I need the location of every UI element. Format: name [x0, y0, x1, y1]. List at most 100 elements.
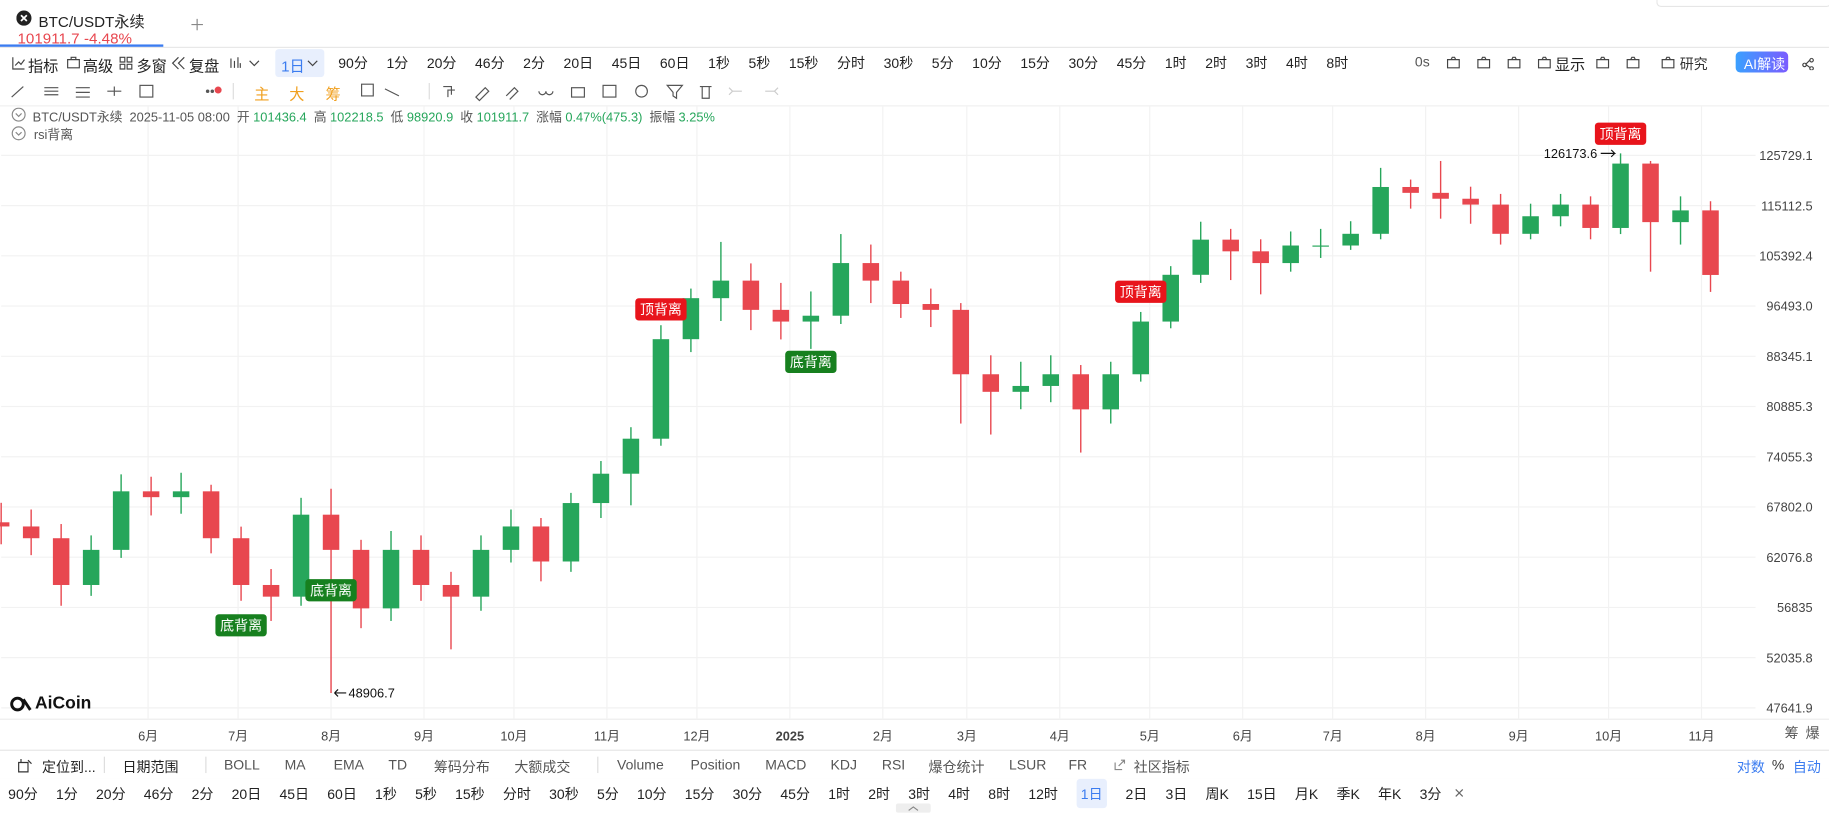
interval-button[interactable]: 1日 — [1076, 778, 1108, 808]
interval-button[interactable]: 15秒 — [788, 54, 819, 72]
interval-button[interactable]: 20分 — [426, 54, 457, 72]
interval-button[interactable]: 8时 — [988, 785, 1011, 802]
scale-button[interactable]: 对数 — [1736, 759, 1765, 776]
toolbar-icon[interactable] — [1446, 56, 1460, 70]
collapse-handle[interactable] — [895, 803, 931, 813]
indicator-button[interactable]: KDJ — [830, 756, 857, 774]
interval-button[interactable]: 5分 — [596, 785, 619, 802]
indicator-button[interactable]: 爆仓统计 — [928, 759, 985, 776]
interval-button[interactable]: 1分 — [55, 785, 78, 802]
toolbar-icon[interactable] — [1537, 56, 1551, 70]
interval-button[interactable]: 45分 — [1116, 54, 1147, 72]
symbol-tab[interactable]: BTC/USDT永续 101911.7 -4.48% — [0, 0, 164, 47]
interval-button[interactable]: 5秒 — [748, 54, 771, 72]
interval-button[interactable]: 1时 — [1164, 54, 1187, 72]
toolbar-button[interactable]: 指标 — [27, 57, 59, 75]
interval-button[interactable]: 月K — [1294, 785, 1319, 802]
ai-label[interactable]: AI解读 — [1743, 56, 1786, 73]
interval-button[interactable]: 12时 — [1028, 785, 1058, 802]
toolbar-icon[interactable] — [306, 56, 320, 70]
interval-button[interactable]: 45分 — [780, 785, 810, 802]
research-button[interactable]: 研究 — [1679, 56, 1708, 73]
interval-button[interactable]: 1秒 — [375, 785, 397, 802]
interval-button[interactable]: 20分 — [95, 785, 126, 802]
interval-button[interactable]: 15分 — [1020, 54, 1050, 72]
toolbar-icon[interactable] — [229, 56, 243, 70]
interval-button[interactable]: 15分 — [684, 785, 715, 802]
interval-button[interactable]: 90分 — [338, 54, 368, 72]
interval-button[interactable]: 1秒 — [708, 54, 730, 72]
indicator-button[interactable]: EMA — [333, 756, 364, 774]
interval-button[interactable]: 60日 — [327, 785, 357, 802]
interval-button[interactable]: 季K — [1336, 785, 1360, 802]
community-indicators[interactable]: 社区指标 — [1133, 759, 1190, 776]
main-indicator[interactable]: 主 — [254, 85, 270, 103]
interval-button[interactable]: 周K — [1205, 785, 1229, 802]
indicator-button[interactable]: LSUR — [1008, 756, 1047, 774]
main-indicator[interactable]: 大 — [289, 85, 305, 103]
toolbar-icon[interactable] — [12, 56, 26, 70]
interval-button[interactable]: 30秒 — [549, 785, 579, 802]
interval-button[interactable]: 45日 — [279, 785, 310, 802]
indicator-button[interactable]: MA — [284, 756, 306, 774]
interval-button[interactable]: 10分 — [972, 54, 1002, 72]
interval-button[interactable]: 分时 — [502, 785, 531, 802]
interval-button[interactable]: 10分 — [636, 785, 667, 802]
interval-button[interactable]: 3时 — [908, 785, 931, 802]
close-icon[interactable] — [1455, 788, 1464, 797]
scale-button[interactable]: 自动 — [1792, 759, 1821, 776]
legend-toggles[interactable] — [10, 107, 26, 143]
interval-button[interactable]: 2分 — [191, 785, 214, 802]
interval-button[interactable]: 1分 — [386, 54, 409, 72]
indicator-button[interactable]: 筹码分布 — [433, 759, 490, 776]
indicator-button[interactable]: BOLL — [223, 756, 260, 774]
interval-button[interactable]: 年K — [1378, 785, 1402, 802]
interval-button[interactable]: 90分 — [8, 785, 38, 802]
interval-button[interactable]: 30分 — [732, 785, 763, 802]
indicator-button[interactable]: RSI — [881, 756, 906, 774]
scale-button[interactable]: % — [1771, 756, 1785, 774]
interval-button[interactable]: 4时 — [1286, 54, 1308, 72]
add-tab[interactable] — [191, 18, 203, 31]
interval-button[interactable]: 46分 — [143, 785, 174, 802]
interval-button[interactable]: 46分 — [475, 54, 505, 72]
interval-current[interactable]: 1日 — [281, 57, 305, 75]
drawing-tools[interactable] — [0, 77, 793, 105]
indicator-button[interactable]: FR — [1068, 756, 1088, 774]
ai-button[interactable] — [1735, 51, 1789, 73]
locate-icon[interactable] — [17, 758, 33, 773]
display-button[interactable]: 显示 — [1554, 56, 1586, 74]
indicator-button[interactable]: Volume — [617, 756, 664, 774]
toolbar-icon[interactable] — [1507, 56, 1521, 70]
interval-button[interactable]: 30秒 — [883, 54, 914, 72]
indicator-button[interactable]: 大额成交 — [514, 759, 571, 776]
toolbar-icon[interactable] — [119, 56, 133, 70]
interval-button[interactable]: 8时 — [1326, 54, 1349, 72]
interval-button[interactable]: 5分 — [931, 54, 954, 72]
interval-button[interactable]: 2分 — [523, 54, 545, 72]
toolbar-icon[interactable] — [1596, 56, 1610, 70]
interval-button[interactable]: 2时 — [868, 785, 891, 802]
interval-button[interactable]: 分时 — [837, 54, 866, 72]
toolbar-icon[interactable] — [247, 56, 261, 70]
interval-button[interactable]: 45日 — [611, 54, 642, 72]
interval-button[interactable]: 20日 — [563, 54, 594, 72]
interval-button[interactable]: 3日 — [1165, 785, 1188, 802]
interval-button[interactable]: 2时 — [1205, 54, 1228, 72]
toolbar-button[interactable]: 多窗 — [136, 57, 167, 75]
interval-button[interactable]: 3分 — [1419, 785, 1442, 802]
interval-button[interactable]: 5秒 — [415, 785, 437, 802]
toolbar-icon[interactable] — [66, 56, 80, 70]
main-indicator[interactable]: 筹 — [325, 85, 341, 103]
indicator-button[interactable]: TD — [388, 756, 408, 774]
toolbar-icon[interactable] — [1626, 56, 1640, 70]
indicator-button[interactable]: MACD — [765, 756, 807, 774]
toolbar-icon[interactable] — [1477, 56, 1491, 70]
interval-button[interactable]: 4时 — [948, 785, 971, 802]
toolbar-icon[interactable] — [171, 56, 185, 70]
toolbar-button[interactable]: 高级 — [82, 57, 114, 75]
interval-button[interactable]: 30分 — [1068, 54, 1099, 72]
interval-button[interactable]: 2日 — [1125, 785, 1148, 802]
toolbar-icon[interactable] — [1801, 56, 1815, 71]
interval-button[interactable]: 15秒 — [455, 785, 485, 802]
